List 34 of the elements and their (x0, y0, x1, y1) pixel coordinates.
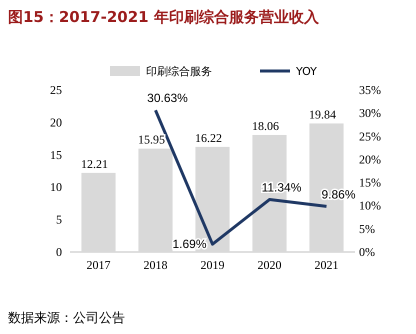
x-tick-label: 2021 (314, 258, 338, 272)
y-tick-label: 5 (56, 212, 62, 227)
data-label: 19.84 (309, 107, 336, 122)
data-label: 11.34% (262, 180, 302, 195)
data-label: 1.69% (172, 237, 207, 252)
y2-tick-label: 15% (359, 176, 381, 190)
bar (81, 172, 116, 252)
data-label: 18.06 (252, 118, 279, 133)
y-tick-label: 20 (50, 115, 62, 130)
x-tick-label: 2020 (258, 258, 282, 272)
data-label: 15.95 (138, 132, 165, 147)
bar (138, 148, 173, 252)
y2-tick-label: 30% (359, 106, 381, 120)
data-label: 9.86% (321, 187, 356, 202)
x-tick-label: 2018 (144, 258, 168, 272)
legend-label: YOY (295, 65, 318, 78)
y-tick-label: 0 (56, 245, 62, 259)
y2-tick-label: 25% (359, 129, 381, 144)
data-label: 12.21 (81, 156, 108, 171)
y2-tick-label: 0% (359, 245, 375, 259)
data-label: 16.22 (195, 130, 222, 145)
source-note: 数据来源：公司公告 (8, 311, 125, 326)
legend-label: 印刷综合服务 (146, 65, 212, 78)
y2-tick-label: 35% (359, 83, 381, 97)
x-tick-label: 2019 (200, 258, 224, 272)
data-label: 30.63% (147, 91, 188, 106)
y-tick-label: 25 (50, 83, 62, 97)
y2-tick-label: 10% (359, 198, 381, 213)
x-tick-label: 2017 (86, 258, 110, 272)
chart-title: 图15：2017-2021 年印刷综合服务营业收入 (8, 8, 320, 26)
y2-tick-label: 20% (359, 152, 381, 166)
y-tick-label: 10 (50, 180, 62, 194)
y2-tick-label: 5% (359, 222, 375, 236)
y-tick-label: 15 (50, 148, 62, 162)
